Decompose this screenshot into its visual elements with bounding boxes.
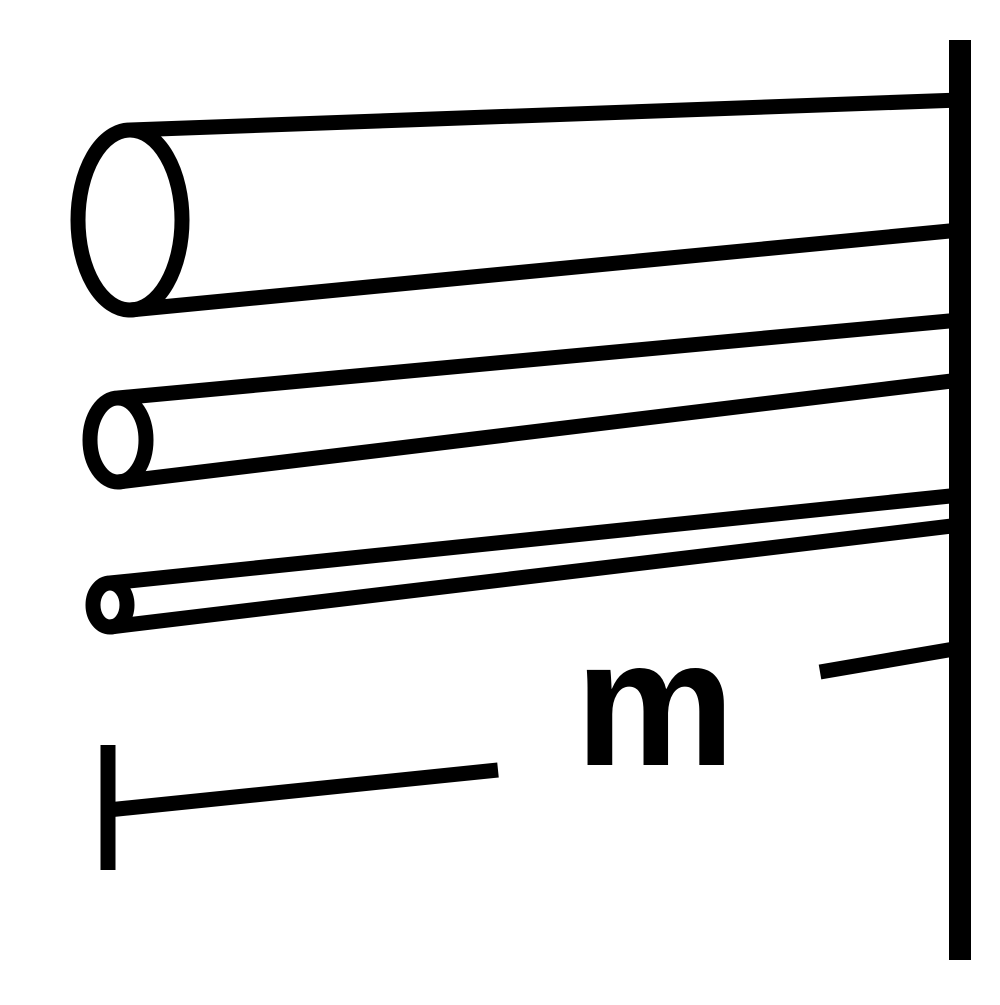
small-rod (93, 495, 960, 627)
rods-diagram: m (0, 0, 1000, 1000)
dimension-label: m (575, 603, 735, 804)
dimension-indicator: m (108, 580, 960, 870)
dimension-right-line (820, 648, 960, 672)
large-rod (78, 100, 960, 310)
dimension-left-line (108, 770, 498, 810)
medium-rod (90, 320, 960, 482)
